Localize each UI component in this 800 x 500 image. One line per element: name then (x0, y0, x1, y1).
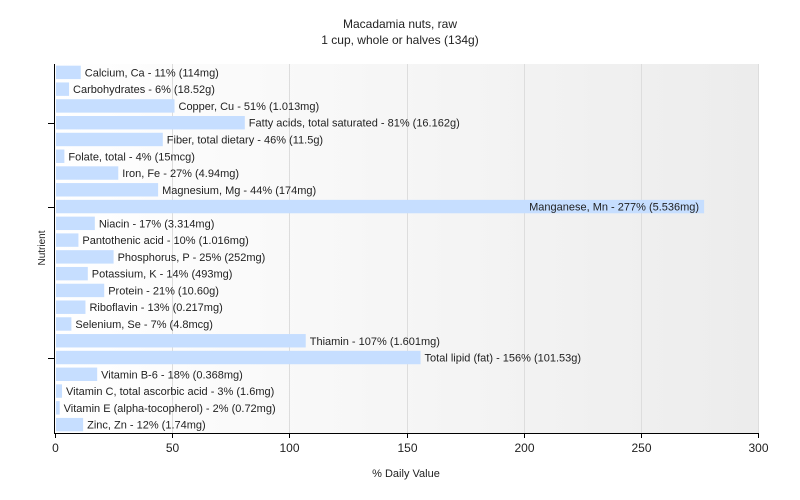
bar-label: Thiamin - 107% (1.601mg) (310, 336, 440, 348)
x-tick-label: 300 (748, 441, 768, 455)
bar-label: Potassium, K - 14% (493mg) (92, 269, 233, 281)
bar-label: Protein - 21% (10.60g) (108, 285, 219, 297)
x-tick-label: 0 (52, 441, 59, 455)
bar-label: Phosphorus, P - 25% (252mg) (118, 252, 266, 264)
bar (56, 216, 95, 231)
bar-label: Manganese, Mn - 277% (5.536mg) (529, 202, 699, 214)
bar (56, 266, 88, 281)
x-tick-label: 150 (397, 441, 417, 455)
bar (56, 183, 159, 197)
bar-label: Iron, Fe - 27% (4.94mg) (122, 168, 239, 180)
bar (56, 384, 63, 398)
bars: Calcium, Ca - 11% (114mg) Carbohydrates -… (56, 65, 705, 432)
x-tick-label: 50 (166, 441, 180, 455)
bar (56, 283, 105, 298)
bar-label: Calcium, Ca - 11% (114mg) (85, 67, 219, 79)
bar (56, 82, 70, 96)
bar-label: Riboflavin - 13% (0.217mg) (89, 302, 222, 314)
bar-label: Total lipid (fat) - 156% (101.53g) (425, 353, 582, 365)
x-ticks: 0 50 100 150 200 250 300 (52, 433, 769, 455)
bar-label: Pantothenic acid - 10% (1.016mg) (82, 235, 248, 247)
bar (56, 367, 98, 382)
axes (48, 64, 758, 434)
x-tick-label: 100 (279, 441, 299, 455)
bar (56, 99, 175, 113)
chart-title: Macadamia nuts, raw (342, 17, 458, 31)
bar (56, 132, 163, 147)
y-axis-label: Nutrient (37, 230, 48, 265)
bar (56, 401, 60, 415)
bar (56, 149, 65, 163)
bar (56, 350, 421, 365)
bar (56, 199, 705, 214)
bar-label: Folate, total - 4% (15mcg) (68, 151, 195, 163)
bar-label: Carbohydrates - 6% (18.52g) (73, 84, 215, 96)
chart-subtitle: 1 cup, whole or halves (134g) (321, 33, 479, 47)
bar-label: Selenium, Se - 7% (4.8mcg) (75, 319, 213, 331)
bar-label: Copper, Cu - 51% (1.013mg) (179, 101, 320, 113)
x-tick-label: 250 (631, 441, 651, 455)
bar-label: Zinc, Zn - 12% (1.74mg) (87, 420, 206, 432)
bar-label: Fiber, total dietary - 46% (11.5g) (167, 134, 323, 146)
bar (56, 233, 79, 247)
bar (56, 417, 84, 432)
x-axis-label: % Daily Value (372, 468, 440, 480)
bar-label: Vitamin C, total ascorbic acid - 3% (1.6… (66, 386, 274, 398)
bar-label: Niacin - 17% (3.314mg) (99, 218, 215, 230)
bar (56, 300, 86, 314)
x-tick-label: 200 (514, 441, 534, 455)
bar-label: Vitamin B-6 - 18% (0.368mg) (101, 369, 243, 381)
bar (56, 250, 114, 264)
bar (56, 334, 306, 348)
bar-label: Vitamin E (alpha-tocopherol) - 2% (0.72m… (64, 403, 276, 415)
bar (56, 115, 245, 130)
bar (56, 317, 72, 331)
bar-label: Magnesium, Mg - 44% (174mg) (162, 185, 316, 197)
bar-label: Fatty acids, total saturated - 81% (16.1… (249, 118, 460, 130)
bar (56, 166, 119, 180)
bar (56, 65, 81, 80)
